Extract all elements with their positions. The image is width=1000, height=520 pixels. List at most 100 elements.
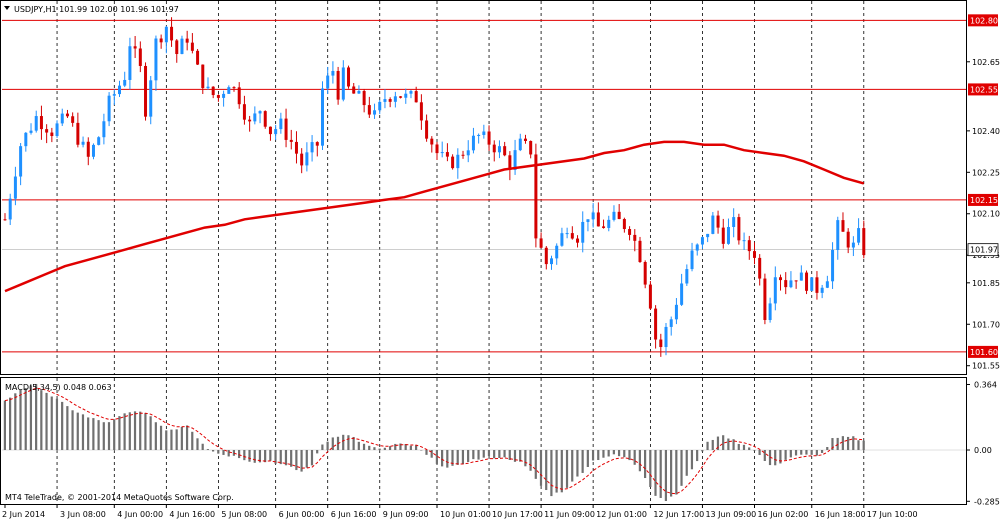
candle-body xyxy=(680,283,684,305)
candle-body xyxy=(622,219,626,230)
macd-bar xyxy=(852,436,855,450)
candle-body xyxy=(581,221,585,243)
candle-body xyxy=(347,67,351,87)
macd-bar xyxy=(727,438,730,450)
macd-bar xyxy=(180,426,183,450)
time-tick-label: 16 Jun 18:00 xyxy=(815,510,866,519)
time-tick-label: 13 Jun 09:00 xyxy=(705,510,756,519)
candle-body xyxy=(648,284,652,309)
candle-body xyxy=(419,102,423,121)
macd-bar xyxy=(40,390,43,450)
macd-bar xyxy=(846,436,850,450)
time-axis: 2 Jun 2014 3 Jun 08:00 4 Jun 00:00 4 Jun 16… xyxy=(2,504,918,519)
candle-body xyxy=(357,91,361,94)
candle-body xyxy=(461,154,465,156)
candle-body xyxy=(628,229,632,235)
candle-body xyxy=(91,144,95,157)
candle-body xyxy=(758,257,762,279)
candle-body xyxy=(602,226,606,228)
footer-copyright: MT4 TeleTrade, © 2001-2014 MetaQuotes So… xyxy=(5,493,234,502)
macd-bar xyxy=(227,450,230,457)
candle-body xyxy=(248,119,252,122)
macd-bar xyxy=(591,450,595,461)
candle-body xyxy=(102,121,106,138)
candle-body xyxy=(638,240,642,263)
candle-body xyxy=(310,142,314,153)
candle-body xyxy=(352,86,356,94)
macd-bar xyxy=(435,450,438,464)
macd-bar xyxy=(3,400,6,450)
macd-bar xyxy=(264,450,267,463)
macd-bar xyxy=(654,450,657,496)
macd-bar xyxy=(378,448,381,450)
candle-body xyxy=(404,93,408,98)
candle-body xyxy=(284,118,288,140)
moving-average-line xyxy=(4,140,865,293)
macd-bar xyxy=(430,450,433,458)
candle-body xyxy=(851,242,855,248)
level-label: 101.60 xyxy=(970,348,998,357)
macd-bar xyxy=(409,445,412,450)
macd-bar xyxy=(550,450,553,497)
macd-bar xyxy=(820,450,824,453)
candle-body xyxy=(768,303,772,320)
macd-bar xyxy=(243,450,246,461)
candle-body xyxy=(3,219,7,221)
macd-bar xyxy=(185,425,189,450)
time-tick-label: 11 Jun 09:00 xyxy=(544,510,595,519)
candle-body xyxy=(331,71,335,76)
candle-body xyxy=(138,48,142,66)
candle-body xyxy=(752,251,756,258)
macd-bar xyxy=(737,443,740,450)
candle-body xyxy=(576,238,580,243)
candle-body xyxy=(211,86,215,96)
macd-bar xyxy=(170,429,173,450)
candle-body xyxy=(29,130,33,133)
macd-bar xyxy=(498,450,501,458)
macd-bar xyxy=(664,450,668,502)
macd-bar xyxy=(831,438,834,450)
candle-body xyxy=(862,228,866,256)
triangle-down-icon[interactable] xyxy=(4,6,10,10)
macd-bar xyxy=(414,445,418,450)
candle-body xyxy=(815,277,819,293)
candle-body xyxy=(190,42,194,51)
price-pane-frame xyxy=(0,0,967,375)
macd-bar xyxy=(659,450,662,498)
macd-bar xyxy=(383,447,386,450)
candle-body xyxy=(279,118,283,130)
candle-body xyxy=(180,38,184,55)
candle-body xyxy=(128,46,132,80)
macd-bar xyxy=(368,445,371,450)
candle-body xyxy=(633,234,637,241)
macd-bar xyxy=(217,450,220,454)
macd-bar xyxy=(784,450,787,460)
macd-bar xyxy=(238,450,241,459)
candle-body xyxy=(274,129,278,135)
macd-bar xyxy=(118,416,121,450)
candle-body xyxy=(685,269,689,284)
time-tick-label: 3 Jun 08:00 xyxy=(60,510,106,519)
macd-bar xyxy=(571,450,574,482)
macd-bar xyxy=(675,450,678,495)
macd-bar xyxy=(154,422,157,450)
candle-body xyxy=(654,308,658,340)
candle-body xyxy=(529,140,533,155)
macd-bar xyxy=(352,436,355,450)
candle-body xyxy=(503,146,507,156)
level-label-bg xyxy=(968,83,998,96)
macd-bar xyxy=(529,450,532,471)
macd-bar xyxy=(201,443,204,450)
macd-bar xyxy=(50,396,53,450)
candle-body xyxy=(591,212,595,220)
macd-bar xyxy=(144,413,147,450)
macd-bar xyxy=(706,441,709,450)
level-label-bg xyxy=(968,345,998,358)
candle-body xyxy=(706,233,710,238)
candle-body xyxy=(466,150,470,156)
candle-body xyxy=(45,129,49,133)
candle-body xyxy=(159,38,163,43)
macd-bar xyxy=(539,450,543,486)
candle-body xyxy=(497,146,501,153)
candle-body xyxy=(435,144,439,154)
